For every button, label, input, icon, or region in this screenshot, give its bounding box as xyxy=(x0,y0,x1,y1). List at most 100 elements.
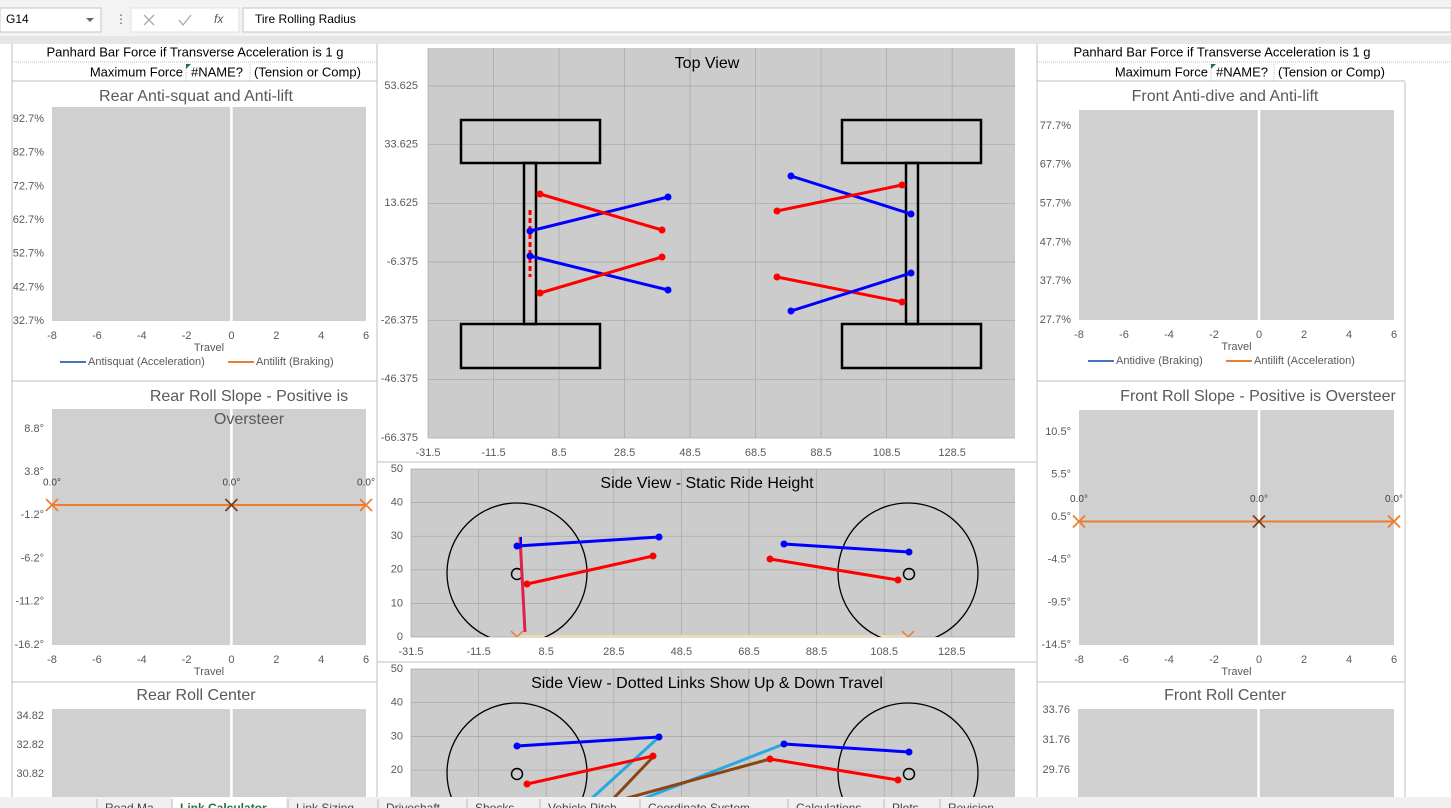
x-tick-label: 4 xyxy=(1346,329,1352,341)
chart-title: Top View xyxy=(675,55,740,72)
max-force-value: #NAME? xyxy=(1216,64,1268,79)
y-tick-label: 0.5° xyxy=(1051,511,1071,523)
x-tick-label: -31.5 xyxy=(415,447,440,459)
max-force-label: Maximum Force xyxy=(1115,64,1208,79)
x-tick-label: 88.5 xyxy=(810,447,831,459)
x-tick-label: 28.5 xyxy=(603,646,624,658)
x-tick-label: 48.5 xyxy=(679,447,700,459)
y-tick-label: -46.375 xyxy=(381,373,418,385)
x-tick-label: -4 xyxy=(137,654,147,666)
name-box[interactable] xyxy=(0,7,102,33)
x-tick-label: 0 xyxy=(1256,329,1262,341)
y-tick-label: 30 xyxy=(391,730,403,742)
sheet-tab[interactable]: Coordinate System xyxy=(648,801,750,808)
legend-label: Antilift (Braking) xyxy=(256,356,334,368)
y-tick-label: 42.7% xyxy=(13,281,44,293)
x-tick-label: -6 xyxy=(1119,329,1129,341)
sheet-tab[interactable]: Road Ma xyxy=(105,801,154,808)
point-marker xyxy=(45,498,59,512)
sheet-tab[interactable]: Revision xyxy=(948,801,994,808)
sheet-tab[interactable]: Shocks xyxy=(475,801,514,808)
sheet-tab[interactable]: Link Calculator xyxy=(180,801,267,808)
sheet-tab[interactable]: Vehicle Pitch xyxy=(548,801,617,808)
x-tick-label: 108.5 xyxy=(870,646,898,658)
y-tick-label: 20 xyxy=(391,564,403,576)
x-tick-label: -2 xyxy=(1209,329,1219,341)
y-tick-label: 77.7% xyxy=(1040,120,1071,132)
x-tick-label: 28.5 xyxy=(614,447,635,459)
max-force-note: (Tension or Comp) xyxy=(254,64,361,79)
y-tick-label: 30.82 xyxy=(16,768,44,780)
y-tick-label: 10.5° xyxy=(1045,426,1071,438)
x-tick-label: 128.5 xyxy=(938,447,966,459)
x-tick-label: 128.5 xyxy=(938,646,966,658)
x-tick-label: 0 xyxy=(228,654,234,666)
x-tick-label: -2 xyxy=(182,654,192,666)
x-tick-label: 4 xyxy=(318,654,324,666)
y-tick-label: 34.82 xyxy=(16,710,44,722)
y-tick-label: -6.375 xyxy=(387,256,418,268)
sheet-tabs: Road Ma Link Calculator Link Sizing Drivesh… xyxy=(96,797,994,808)
point-marker xyxy=(1387,514,1401,529)
data-label: 0.0° xyxy=(1250,494,1268,505)
chart-title: Front Anti-dive and Anti-lift xyxy=(1132,88,1319,105)
y-tick-label: 50 xyxy=(391,663,403,675)
column-header-strip xyxy=(0,36,1451,44)
x-tick-label: 4 xyxy=(318,330,324,342)
chart-title: Rear Roll Center xyxy=(136,687,256,704)
y-tick-label: 0 xyxy=(397,631,403,643)
sheet-tab[interactable]: Calculations xyxy=(796,801,861,808)
cancel-button[interactable] xyxy=(143,14,155,26)
y-tick-label: 92.7% xyxy=(13,113,44,125)
y-tick-label: 62.7% xyxy=(13,214,44,226)
separator: ⋮ xyxy=(115,12,127,26)
x-tick-label: -6 xyxy=(92,654,102,666)
y-tick-label: 20 xyxy=(391,764,403,776)
formula-input[interactable] xyxy=(242,7,1451,33)
x-tick-label: -8 xyxy=(1074,654,1084,666)
y-tick-label: 53.625 xyxy=(384,80,418,92)
plot-area xyxy=(1079,110,1394,320)
data-label: 0.0° xyxy=(43,478,61,489)
y-tick-label: 30 xyxy=(391,530,403,542)
chart-title: Side View - Static Ride Height xyxy=(600,475,814,492)
sheet-tab[interactable]: Driveshaft xyxy=(386,801,441,808)
x-axis-label: Travel xyxy=(194,666,224,678)
max-force-label: Maximum Force xyxy=(90,64,183,79)
x-tick-label: 6 xyxy=(363,330,369,342)
plot-area xyxy=(52,409,366,645)
dropdown-arrow[interactable] xyxy=(86,18,94,22)
sheet-tab[interactable]: Link Sizing xyxy=(296,801,354,808)
x-tick-label: 6 xyxy=(1391,329,1397,341)
point-marker xyxy=(1252,514,1266,529)
y-tick-label: 33.76 xyxy=(1042,704,1070,716)
x-tick-label: 88.5 xyxy=(806,646,827,658)
y-tick-label: 52.7% xyxy=(13,248,44,260)
y-tick-label: -14.5° xyxy=(1042,639,1071,651)
data-label: 0.0° xyxy=(357,478,375,489)
x-tick-label: 68.5 xyxy=(738,646,759,658)
y-tick-label: 37.7% xyxy=(1040,275,1071,287)
y-tick-label: 8.8° xyxy=(24,423,44,435)
x-tick-label: -11.5 xyxy=(466,646,490,658)
x-tick-label: -4 xyxy=(137,330,147,342)
x-tick-label: 2 xyxy=(1301,654,1307,666)
sheet-tab[interactable]: Plots xyxy=(892,801,919,808)
plot-area xyxy=(52,709,366,797)
y-tick-label: 72.7% xyxy=(13,180,44,192)
y-tick-label: 5.5° xyxy=(1051,468,1071,480)
y-tick-label: 33.625 xyxy=(384,139,418,151)
linkage-drawings xyxy=(446,118,983,797)
y-tick-label: 82.7% xyxy=(13,147,44,159)
x-tick-label: 2 xyxy=(273,654,279,666)
x-tick-label: -8 xyxy=(1074,329,1084,341)
enter-button[interactable] xyxy=(178,14,192,27)
x-tick-label: 8.5 xyxy=(551,447,566,459)
x-tick-label: 0 xyxy=(1256,654,1262,666)
point-marker xyxy=(1072,514,1086,529)
chart-title: Side View - Dotted Links Show Up & Down … xyxy=(531,675,883,692)
y-tick-label: 10 xyxy=(391,597,403,609)
function-button[interactable]: fx xyxy=(214,12,224,26)
y-tick-label: 67.7% xyxy=(1040,159,1071,171)
